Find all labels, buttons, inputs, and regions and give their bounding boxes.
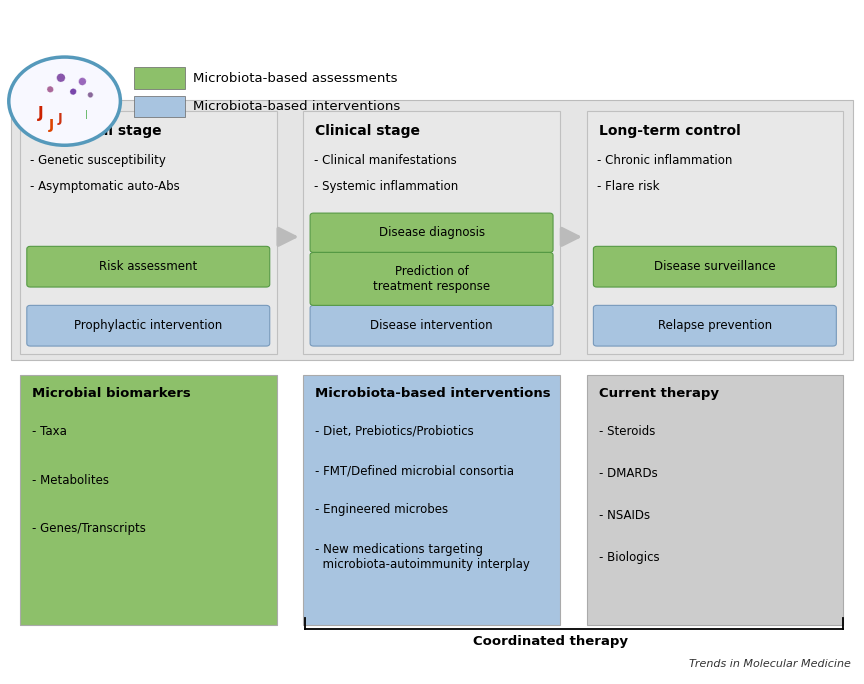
Text: ●: ● xyxy=(44,83,54,94)
Text: Disease surveillance: Disease surveillance xyxy=(654,260,776,273)
FancyBboxPatch shape xyxy=(20,111,276,354)
Text: - Asymptomatic auto-Abs: - Asymptomatic auto-Abs xyxy=(30,180,180,193)
Text: |: | xyxy=(85,110,87,119)
Text: Clinical stage: Clinical stage xyxy=(315,124,420,138)
Text: - Biologics: - Biologics xyxy=(599,551,659,564)
FancyBboxPatch shape xyxy=(134,96,185,118)
FancyBboxPatch shape xyxy=(310,252,553,305)
Text: Microbial biomarkers: Microbial biomarkers xyxy=(32,386,191,399)
Text: - Clinical manifestations: - Clinical manifestations xyxy=(314,154,456,167)
Text: ●: ● xyxy=(86,91,94,98)
FancyBboxPatch shape xyxy=(11,100,853,360)
Text: - DMARDs: - DMARDs xyxy=(599,467,658,480)
FancyBboxPatch shape xyxy=(594,305,836,346)
Text: - Steroids: - Steroids xyxy=(599,425,655,438)
Text: Current therapy: Current therapy xyxy=(599,386,719,399)
FancyBboxPatch shape xyxy=(134,67,185,89)
FancyBboxPatch shape xyxy=(310,213,553,252)
Text: - Engineered microbes: - Engineered microbes xyxy=(315,503,448,516)
FancyBboxPatch shape xyxy=(587,375,843,625)
Text: Microbiota-based interventions: Microbiota-based interventions xyxy=(194,100,401,113)
Text: J: J xyxy=(49,118,54,132)
Text: Relapse prevention: Relapse prevention xyxy=(658,319,772,332)
FancyBboxPatch shape xyxy=(27,246,270,287)
Text: Disease intervention: Disease intervention xyxy=(371,319,492,332)
Text: Preclinical stage: Preclinical stage xyxy=(32,124,162,138)
Text: - Diet, Prebiotics/Probiotics: - Diet, Prebiotics/Probiotics xyxy=(315,425,474,438)
Text: Risk assessment: Risk assessment xyxy=(99,260,197,273)
Text: ●: ● xyxy=(54,71,67,83)
Text: Prophylactic intervention: Prophylactic intervention xyxy=(74,319,222,332)
Text: Trends in Molecular Medicine: Trends in Molecular Medicine xyxy=(689,659,851,669)
Text: Long-term control: Long-term control xyxy=(599,124,740,138)
Text: - Metabolites: - Metabolites xyxy=(32,473,109,486)
Text: ●: ● xyxy=(67,86,79,96)
Text: Coordinated therapy: Coordinated therapy xyxy=(473,635,628,648)
Text: - New medications targeting
  microbiota-autoimmunity interplay: - New medications targeting microbiota-a… xyxy=(315,543,530,571)
Text: Microbiota-based interventions: Microbiota-based interventions xyxy=(315,386,551,399)
FancyBboxPatch shape xyxy=(587,111,843,354)
Text: - Genetic susceptibility: - Genetic susceptibility xyxy=(30,154,166,167)
FancyBboxPatch shape xyxy=(20,375,276,625)
FancyBboxPatch shape xyxy=(303,375,560,625)
Text: - NSAIDs: - NSAIDs xyxy=(599,509,650,522)
Text: - Genes/Transcripts: - Genes/Transcripts xyxy=(32,523,146,536)
Text: - FMT/Defined microbial consortia: - FMT/Defined microbial consortia xyxy=(315,464,514,477)
FancyBboxPatch shape xyxy=(310,305,553,346)
Text: ●: ● xyxy=(76,75,87,87)
Text: Disease diagnosis: Disease diagnosis xyxy=(378,226,485,239)
Text: Prediction of
treatment response: Prediction of treatment response xyxy=(373,265,490,293)
Text: J: J xyxy=(38,106,43,121)
Text: - Chronic inflammation: - Chronic inflammation xyxy=(597,154,732,167)
FancyBboxPatch shape xyxy=(27,305,270,346)
Circle shape xyxy=(9,57,120,145)
Text: - Taxa: - Taxa xyxy=(32,425,67,438)
FancyBboxPatch shape xyxy=(303,111,560,354)
FancyBboxPatch shape xyxy=(594,246,836,287)
Text: - Flare risk: - Flare risk xyxy=(597,180,659,193)
Text: J: J xyxy=(58,111,62,124)
Text: - Systemic inflammation: - Systemic inflammation xyxy=(314,180,458,193)
Text: Microbiota-based assessments: Microbiota-based assessments xyxy=(194,72,397,85)
